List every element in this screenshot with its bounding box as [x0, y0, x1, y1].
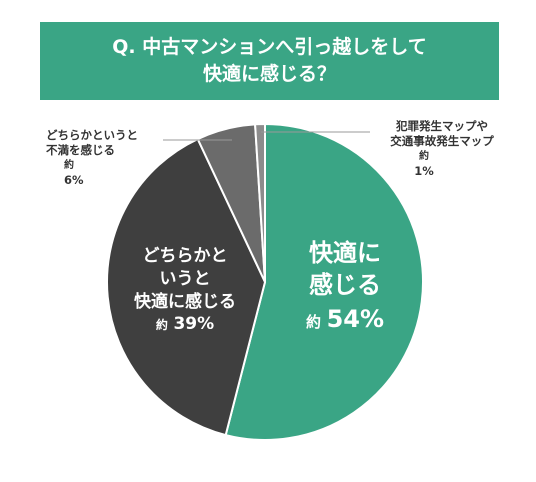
question-title-line-2: 快適に感じる？ [202, 63, 336, 85]
slice-label-satisfied-line-2: 感じる [309, 271, 381, 299]
slice-label-crime-map: 犯罪発生マップや 交通事故発生マップ 約 1% [372, 119, 512, 179]
slice-value-somewhat-satisfied: 39% [173, 314, 215, 334]
slice-label-satisfied-line-1: 快適に [309, 239, 381, 267]
slice-label-somewhat-satisfied: どちらかと いうと 快適に感じる 約 39% [120, 245, 250, 334]
slice-label-crime-map-line-1: 犯罪発生マップや [396, 119, 488, 133]
slice-label-satisfied: 快適に 感じる 約 54% [290, 237, 400, 333]
question-banner: Q. 中古マンションへ引っ越しをして 快適に感じる？ [40, 22, 499, 100]
slice-value-prefix-crime-map: 約 [419, 151, 429, 162]
slice-crime-map [254, 122, 266, 283]
slice-label-somewhat-satisfied-line-1: どちらかと [142, 246, 228, 266]
slice-value-somewhat-dissatisfied: 6% [64, 173, 84, 187]
slice-value-prefix-somewhat-satisfied: 約 [155, 318, 168, 332]
slice-somewhat-satisfied [106, 137, 267, 437]
slice-value-satisfied: 54% [326, 305, 385, 333]
question-title-line-1: Q. 中古マンションへ引っ越しをして [112, 36, 427, 58]
slice-label-somewhat-dissatisfied-line-1: どちらかというと [46, 128, 138, 142]
slice-label-crime-map-line-2: 交通事故発生マップ [390, 134, 494, 148]
slice-value-prefix-somewhat-dissatisfied: 約 [64, 160, 74, 171]
slice-label-somewhat-dissatisfied: どちらかというと 不満を感じる 約 6% [46, 128, 166, 188]
slice-label-somewhat-satisfied-line-3: 快適に感じる [134, 292, 236, 312]
slice-satisfied [224, 122, 424, 441]
slice-label-somewhat-dissatisfied-line-2: 不満を感じる [46, 143, 115, 157]
slice-label-somewhat-satisfied-line-2: いうと [159, 269, 211, 289]
slice-value-prefix-satisfied: 約 [305, 313, 321, 331]
slice-value-crime-map: 1% [414, 164, 434, 178]
